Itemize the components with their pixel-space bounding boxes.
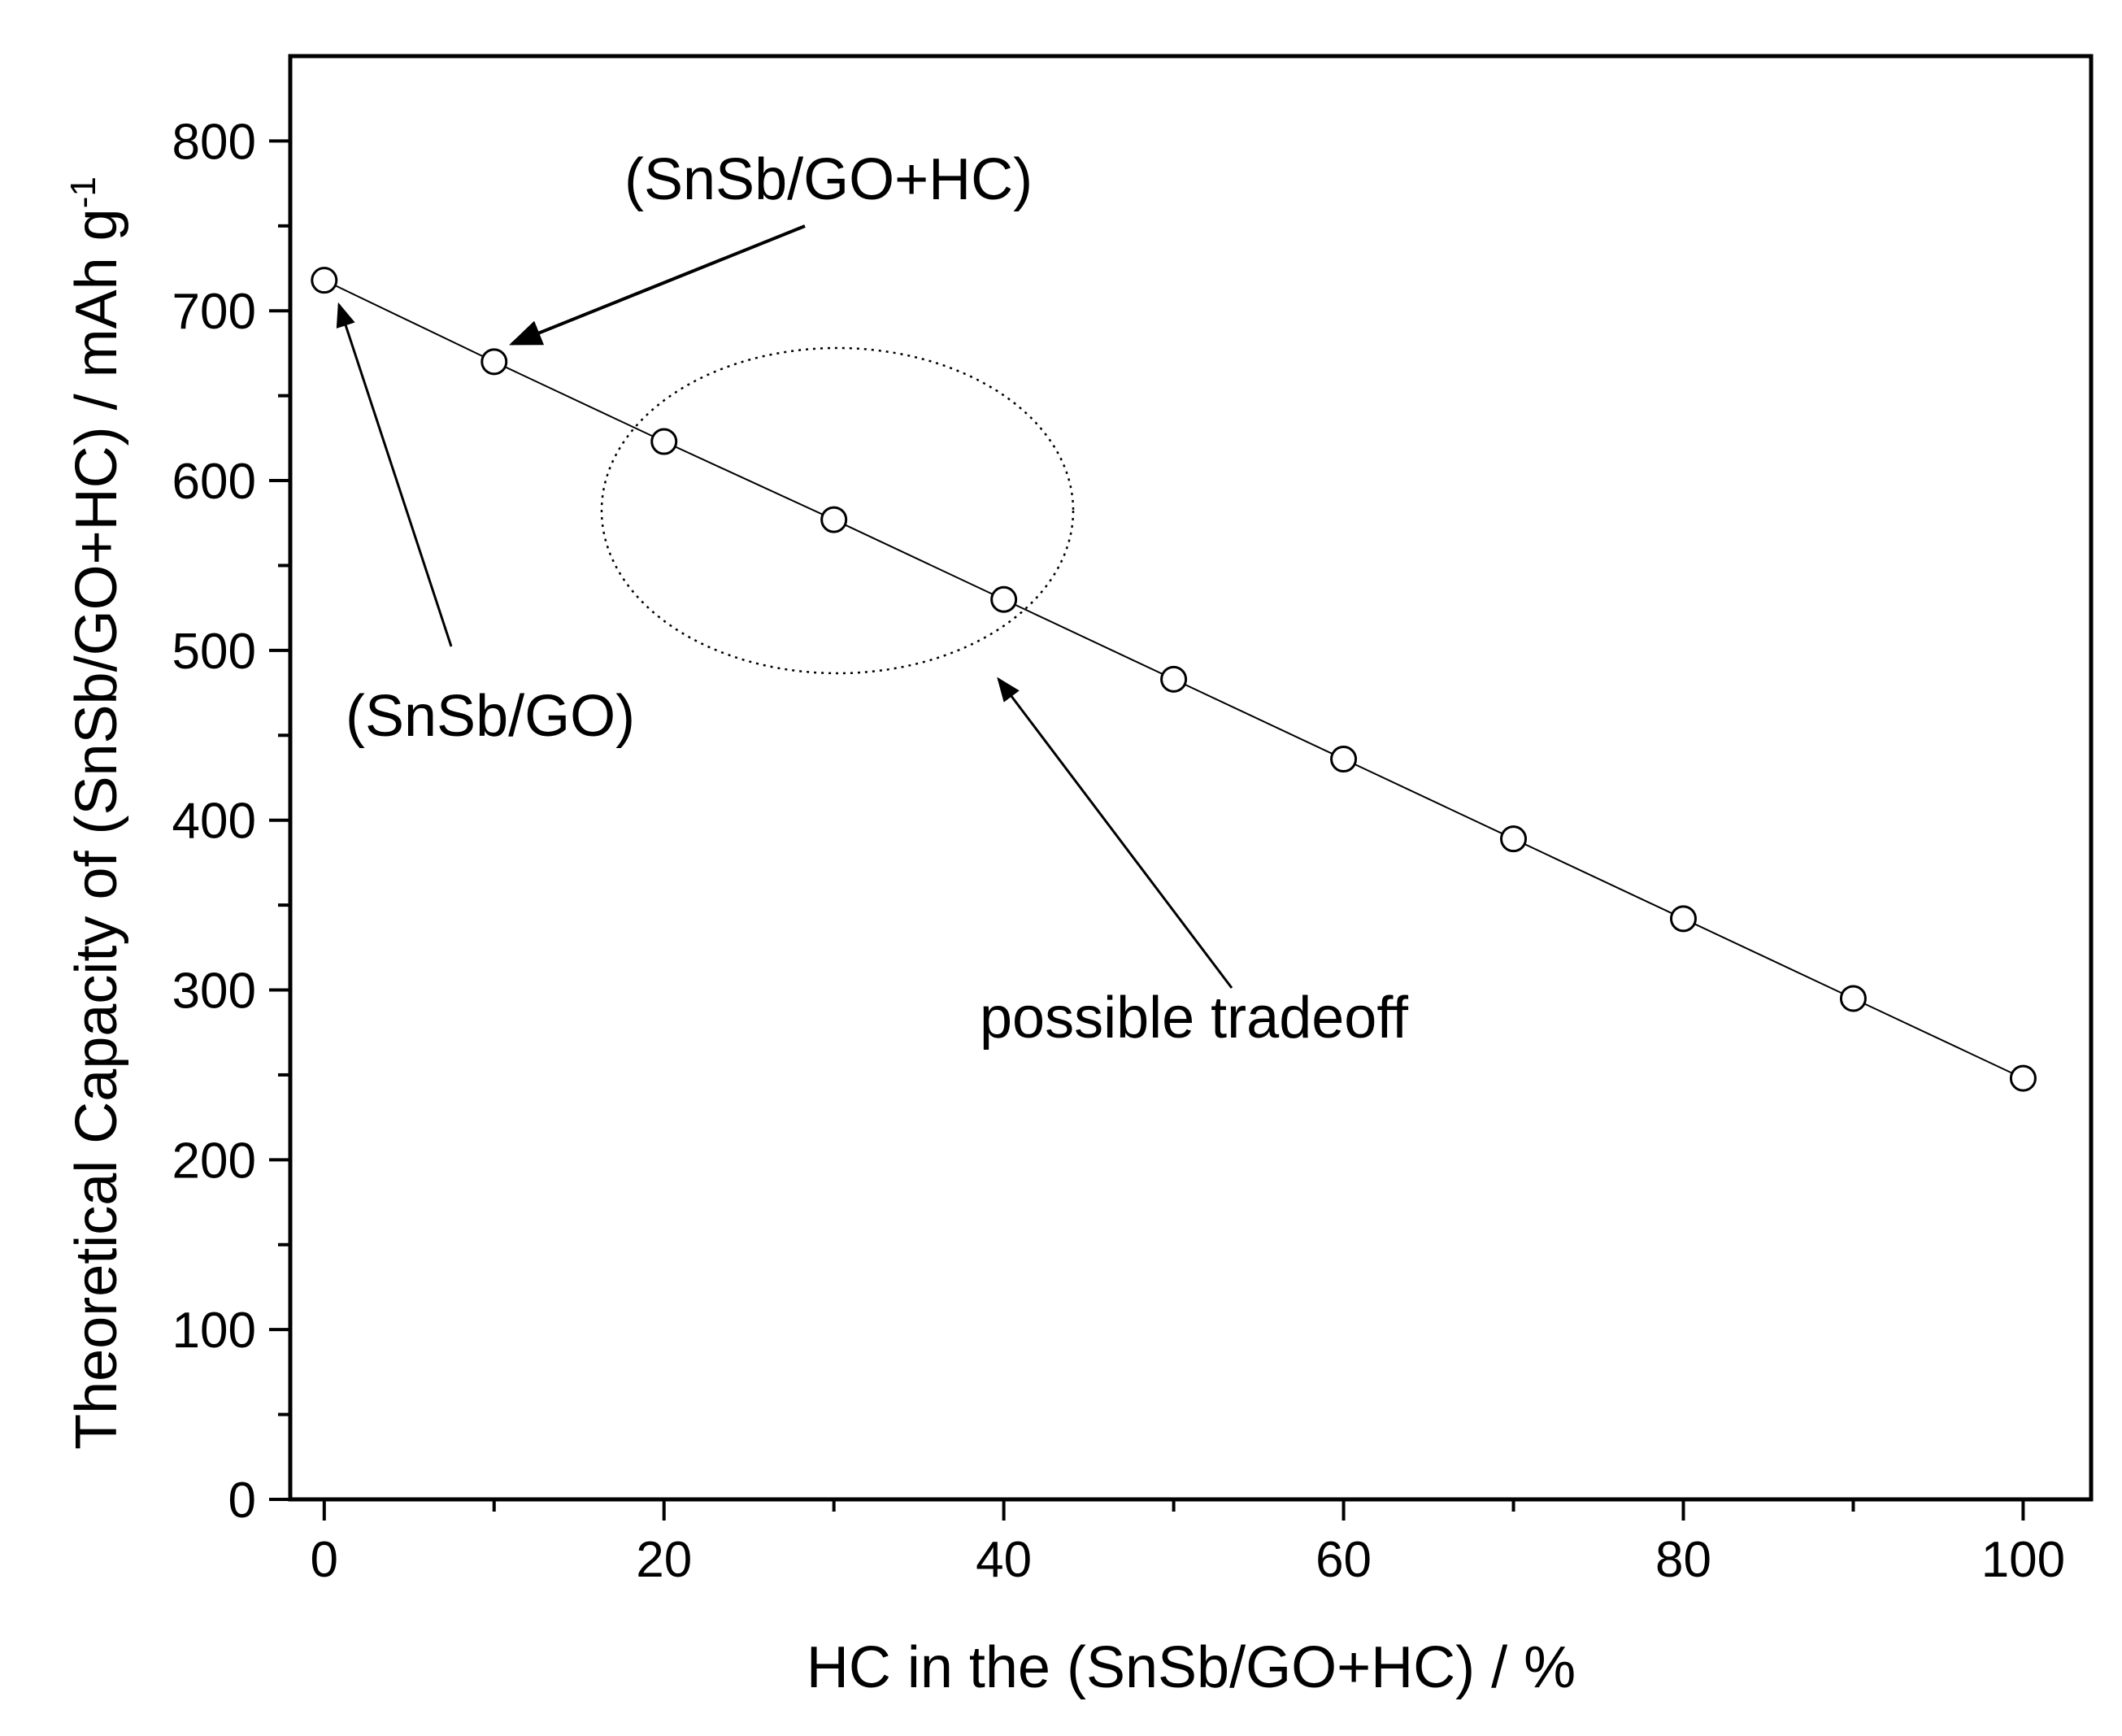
x-tick-label: 40 — [976, 1532, 1032, 1588]
y-tick-label: 200 — [172, 1133, 256, 1189]
data-point — [1160, 665, 1188, 693]
data-point — [820, 506, 848, 533]
data-point — [650, 428, 678, 455]
y-tick-label: 800 — [172, 114, 256, 170]
x-tick-label: 60 — [1315, 1532, 1372, 1588]
y-tick-label: 100 — [172, 1303, 256, 1359]
y-tick-label: 0 — [228, 1473, 256, 1529]
data-point — [1500, 825, 1528, 853]
arrow-snsb-go-hc — [509, 224, 806, 346]
axis-ticks — [269, 139, 2025, 1521]
data-point — [990, 585, 1018, 613]
y-axis-title-main: Theoretical Capacity of (SnSb/GO+HC) / m… — [64, 208, 129, 1450]
x-tick-label: 20 — [636, 1532, 692, 1588]
x-tick-label: 80 — [1655, 1532, 1711, 1588]
y-tick-label: 700 — [172, 284, 256, 340]
y-tick-label: 400 — [172, 794, 256, 850]
annotation-snsb-go-hc: (SnSb/GO+HC) — [624, 147, 1033, 212]
data-point — [1839, 985, 1867, 1012]
axis-tick-labels: 0 20 40 60 80 100 0 100 200 300 400 500 600 700 800 — [172, 114, 2066, 1588]
y-tick-label: 500 — [172, 624, 256, 680]
arrow-tradeoff — [997, 677, 1233, 989]
y-axis-title: Theoretical Capacity of (SnSb/GO+HC) / m… — [63, 176, 129, 1450]
data-point — [2009, 1064, 2037, 1092]
data-point — [1330, 746, 1358, 773]
x-axis-title: HC in the (SnSb/GO+HC) / % — [807, 1635, 1576, 1700]
annotation-tradeoff: possible tradeoff — [980, 985, 1409, 1051]
data-point — [480, 348, 508, 376]
tradeoff-ellipse — [600, 346, 1075, 675]
annotation-snsb-go: (SnSb/GO) — [346, 684, 635, 749]
arrow-snsb-go — [336, 302, 453, 647]
data-point — [311, 267, 338, 294]
y-tick-label: 600 — [172, 454, 256, 510]
y-axis-title-superscript: -1 — [63, 176, 103, 208]
x-tick-label: 0 — [311, 1532, 338, 1588]
y-tick-label: 300 — [172, 964, 256, 1020]
data-series — [311, 267, 2037, 1092]
data-point — [1669, 905, 1697, 933]
x-tick-label: 100 — [1981, 1532, 2065, 1588]
plot-frame — [288, 54, 2094, 1502]
